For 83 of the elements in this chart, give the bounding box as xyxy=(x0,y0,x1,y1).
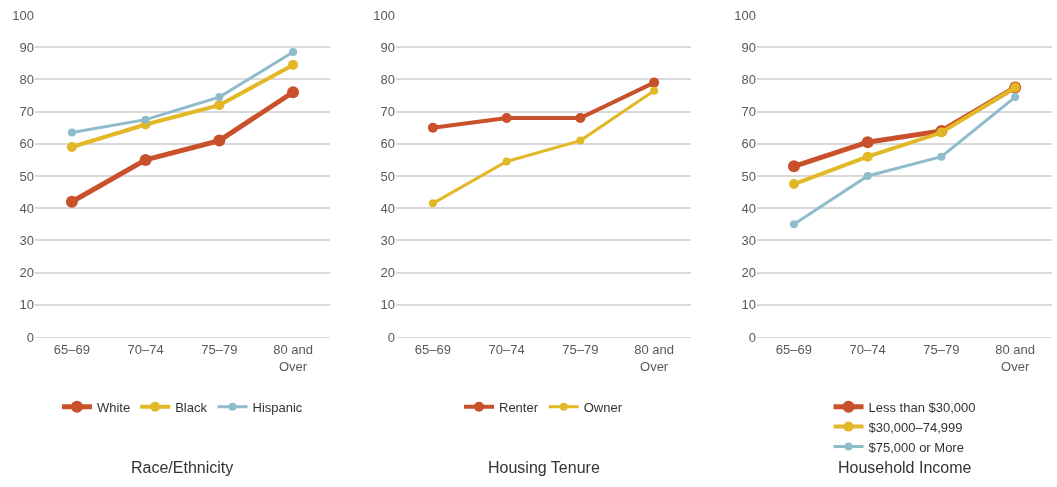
point xyxy=(287,86,300,99)
y-tick-label: 70 xyxy=(380,104,396,120)
point xyxy=(862,151,873,162)
text: Race/Ethnicity xyxy=(131,459,234,476)
y-tick-label: 50 xyxy=(19,168,34,184)
y-tick-label: 70 xyxy=(741,104,757,120)
legend-label: Owner xyxy=(583,399,623,415)
y-tick-label: 0 xyxy=(387,329,396,345)
y-tick-label: 60 xyxy=(19,136,34,152)
y-tick-label: 30 xyxy=(741,232,757,248)
y-tick-label: 20 xyxy=(19,265,34,281)
point xyxy=(139,153,152,166)
y-tick-label: 40 xyxy=(741,200,757,216)
x-tick-label: 65–69 xyxy=(414,341,451,357)
point xyxy=(214,100,225,111)
x-tick-label: 70–74 xyxy=(127,341,164,357)
point xyxy=(1011,93,1020,102)
y-tick-label: 60 xyxy=(741,136,757,152)
y-tick-label: 10 xyxy=(380,297,396,313)
x-tick-label: 80 and Over xyxy=(634,341,674,374)
x-tick-label: 75–79 xyxy=(923,341,960,357)
point xyxy=(937,152,946,161)
legend-label: Renter xyxy=(499,399,539,415)
x-tick-label: 80 and Over xyxy=(273,341,313,374)
point xyxy=(787,160,800,173)
point xyxy=(501,113,512,124)
point xyxy=(215,93,224,102)
y-tick-label: 40 xyxy=(19,200,34,216)
y-tick-label: 40 xyxy=(380,200,396,216)
point xyxy=(289,48,298,57)
text: Household Income xyxy=(838,459,972,476)
y-tick-label: 20 xyxy=(741,265,757,281)
point xyxy=(427,122,438,133)
point xyxy=(66,142,77,153)
text: Housing Tenure xyxy=(488,459,600,476)
point xyxy=(863,172,872,180)
y-tick-label: 0 xyxy=(748,329,757,345)
y-tick-label: 100 xyxy=(12,7,34,23)
x-tick-label: 80 and Over xyxy=(995,341,1036,374)
y-tick-label: 0 xyxy=(26,329,34,345)
x-tick-label: 65–69 xyxy=(775,341,813,357)
y-tick-label: 20 xyxy=(380,265,396,281)
x-tick-label: 75–79 xyxy=(562,341,599,357)
point xyxy=(789,220,798,229)
point xyxy=(650,86,659,95)
point xyxy=(788,179,799,190)
point xyxy=(576,136,585,145)
y-tick-label: 30 xyxy=(380,232,396,248)
y-tick-label: 60 xyxy=(380,136,396,152)
y-tick-label: 100 xyxy=(734,7,757,23)
y-tick-label: 50 xyxy=(380,168,396,184)
x-tick-label: 65–69 xyxy=(53,341,90,357)
legend-label: $30,000–74,999 xyxy=(868,419,963,435)
legend-label: Hispanic xyxy=(252,399,303,415)
point xyxy=(213,134,226,147)
y-tick-label: 80 xyxy=(380,71,396,87)
legend-label: Black xyxy=(175,399,208,415)
point xyxy=(141,115,150,124)
point xyxy=(861,136,874,149)
point xyxy=(65,195,78,208)
point xyxy=(428,199,437,208)
y-tick-label: 90 xyxy=(380,39,396,55)
y-tick-label: 80 xyxy=(741,71,757,87)
point xyxy=(649,77,660,88)
legend-label: Less than $30,000 xyxy=(868,399,976,415)
y-tick-label: 100 xyxy=(373,7,396,23)
y-tick-label: 70 xyxy=(19,104,34,120)
point xyxy=(575,113,586,124)
y-tick-label: 90 xyxy=(741,39,757,55)
x-tick-label: 75–79 xyxy=(201,341,238,357)
y-tick-label: 10 xyxy=(19,297,34,313)
y-tick-label: 90 xyxy=(19,39,34,55)
y-tick-label: 80 xyxy=(19,71,34,87)
y-tick-label: 10 xyxy=(741,297,757,313)
x-tick-label: 70–74 xyxy=(849,341,886,357)
point xyxy=(67,128,76,137)
y-tick-label: 30 xyxy=(19,232,34,248)
x-tick-label: 70–74 xyxy=(488,341,525,357)
point xyxy=(502,157,511,166)
point xyxy=(288,59,299,70)
legend-label: White xyxy=(96,399,131,415)
y-tick-label: 50 xyxy=(741,168,757,184)
legend-label: $75,000 or More xyxy=(868,439,964,455)
